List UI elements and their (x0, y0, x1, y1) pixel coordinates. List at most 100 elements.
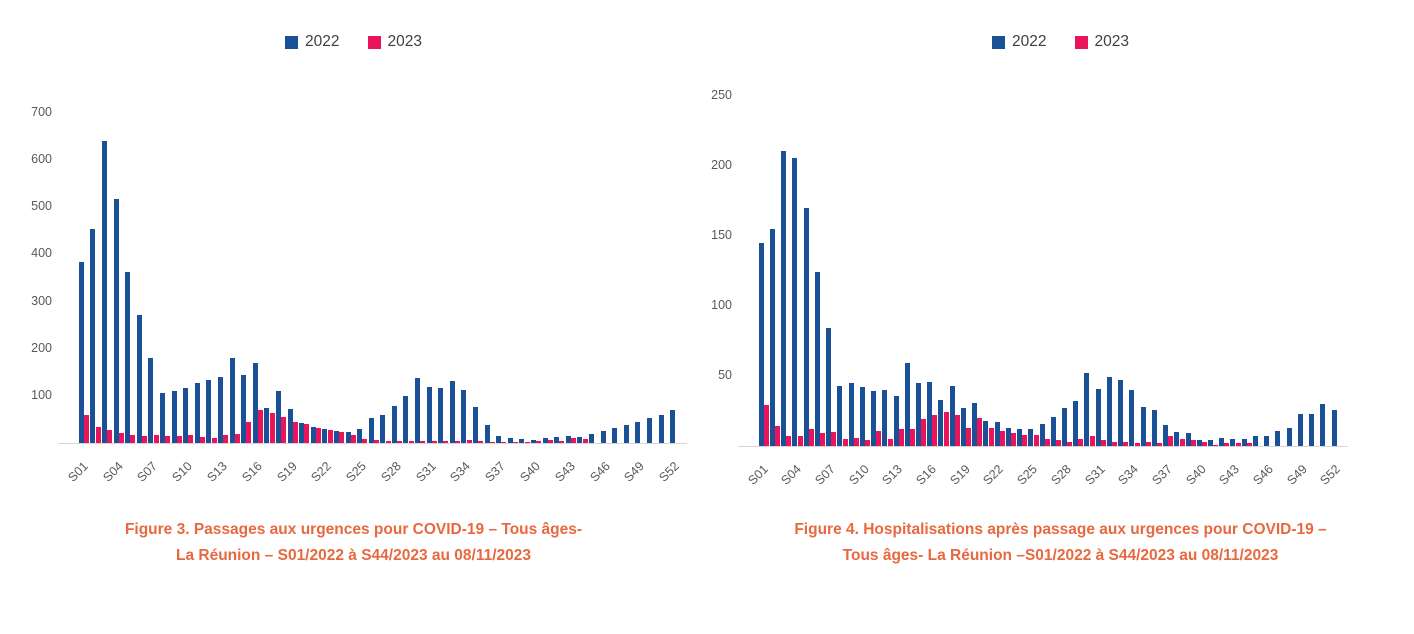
bar-2022-S19 (287, 409, 293, 443)
bar-2023-S30 (1089, 436, 1095, 446)
bar-2022-S26 (1039, 423, 1045, 446)
bar-2022-S09 (171, 391, 177, 443)
bar-2023-S31 (431, 440, 437, 443)
bar-2022-S14 (904, 363, 910, 446)
bar-2022-S46 (1264, 436, 1270, 446)
bar-2023-S27 (385, 441, 391, 443)
bar-2023-S29 (408, 440, 414, 443)
bar-2023-S28 (1067, 441, 1073, 446)
bar-2023-S01 (764, 405, 769, 446)
bar-2023-S18 (954, 415, 960, 446)
bar-2022-S20 (972, 402, 978, 446)
bar-2022-S17 (938, 399, 944, 446)
bar-2023-S27 (1056, 440, 1061, 446)
bar-2022-S02 (90, 228, 96, 443)
bar-2023-S08 (165, 435, 171, 443)
bar-2022-S44 (1241, 439, 1247, 446)
x-axis-line (738, 446, 1348, 447)
bar-2022-S36 (1151, 409, 1157, 446)
bar-2023-S09 (176, 436, 182, 443)
bar-2022-S31 (426, 386, 432, 443)
bar-2022-S44 (577, 436, 583, 443)
bar-2022-S32 (438, 388, 444, 443)
bar-2022-S48 (623, 425, 629, 443)
bar-2022-S30 (415, 377, 421, 443)
bar-2022-S08 (837, 385, 843, 446)
y-axis-tick-label: 250 (711, 88, 732, 102)
legend: 2022 2023 (0, 33, 707, 51)
bar-2023-S22 (999, 430, 1005, 446)
bar-2022-S35 (1140, 406, 1146, 446)
bar-2022-S18 (275, 390, 281, 443)
bar-2023-S40 (536, 440, 542, 443)
bar-2023-S35 (478, 441, 484, 443)
bar-2023-S43 (1235, 443, 1241, 446)
bar-2023-S08 (842, 439, 848, 446)
bar-2023-S05 (130, 434, 136, 443)
y-axis-tick-label: 200 (711, 158, 732, 172)
bar-2022-S45 (589, 433, 595, 443)
bar-2023-S16 (932, 415, 938, 446)
bar-2023-S36 (1157, 443, 1163, 446)
bar-2023-S02 (95, 426, 101, 443)
bar-2022-S32 (1106, 377, 1112, 446)
x-axis-line (58, 443, 687, 444)
bar-2022-S06 (136, 314, 142, 443)
bar-2022-S47 (1275, 430, 1281, 446)
y-axis-tick-label: 50 (718, 368, 732, 382)
bar-2022-S23 (333, 431, 339, 443)
bar-2023-S09 (853, 437, 859, 446)
bar-2023-S26 (373, 440, 379, 443)
bar-2022-S37 (1163, 425, 1169, 446)
legend-item-2022: 2022 (992, 33, 1047, 51)
bar-2023-S18 (281, 417, 287, 443)
bar-2023-S22 (327, 429, 333, 443)
bar-2023-S35 (1145, 441, 1151, 446)
bar-2022-S15 (916, 383, 922, 446)
bar-2022-S43 (1230, 439, 1236, 446)
bar-2023-S38 (513, 442, 519, 443)
legend-item-2022: 2022 (285, 33, 340, 51)
bar-2023-S11 (876, 430, 882, 446)
bar-2023-S16 (257, 410, 263, 443)
bar-2022-S48 (1286, 427, 1292, 446)
bar-2022-S05 (125, 271, 131, 443)
bar-2022-S31 (1095, 388, 1101, 446)
bar-2022-S42 (554, 437, 560, 443)
bar-2022-S49 (635, 421, 641, 443)
bar-2022-S50 (1309, 413, 1315, 446)
bar-2022-S36 (484, 425, 490, 443)
bar-2023-S24 (350, 435, 356, 443)
bar-2022-S33 (1118, 380, 1124, 446)
legend-label-2023: 2023 (387, 33, 422, 50)
bar-2022-S40 (1196, 440, 1202, 446)
figure-3-caption: Figure 3. Passages aux urgences pour COV… (0, 517, 707, 569)
bar-2022-S41 (542, 438, 548, 443)
bar-2023-S44 (582, 439, 588, 443)
figure-4-caption: Figure 4. Hospitalisations après passage… (707, 517, 1414, 569)
bar-2022-S16 (252, 362, 258, 443)
legend-label-2022: 2022 (305, 33, 340, 50)
bar-2022-S04 (792, 157, 798, 446)
y-axis-tick-label: 100 (31, 387, 52, 402)
bar-2023-S39 (1190, 440, 1196, 446)
bar-2022-S13 (893, 395, 899, 446)
figure-3-panel: 2022 2023 100 200 300 400 500 600 700 S01 S04 S07… (0, 0, 707, 569)
bar-2022-S06 (814, 272, 820, 446)
bar-2023-S33 (455, 441, 461, 443)
passages-urgences-chart: 100 200 300 400 500 600 700 S01 S04 S07 S10 S13 S16 S… (0, 0, 707, 520)
bar-2023-S32 (1112, 441, 1118, 446)
bar-2022-S25 (1028, 429, 1034, 446)
legend-item-2023: 2023 (1074, 33, 1129, 51)
figure-caption-line: Figure 3. Passages aux urgences pour COV… (124, 521, 583, 538)
bar-2023-S25 (1033, 434, 1039, 446)
bar-2023-S03 (786, 436, 792, 446)
bar-2022-S09 (848, 383, 854, 446)
y-axis-tick-label: 150 (711, 228, 732, 242)
bar-2022-S18 (949, 385, 955, 446)
bar-2022-S35 (473, 407, 479, 443)
bar-2022-S12 (882, 390, 888, 446)
bar-2023-S14 (234, 433, 240, 443)
bar-2022-S22 (994, 422, 1000, 446)
bar-2023-S38 (1179, 439, 1185, 446)
